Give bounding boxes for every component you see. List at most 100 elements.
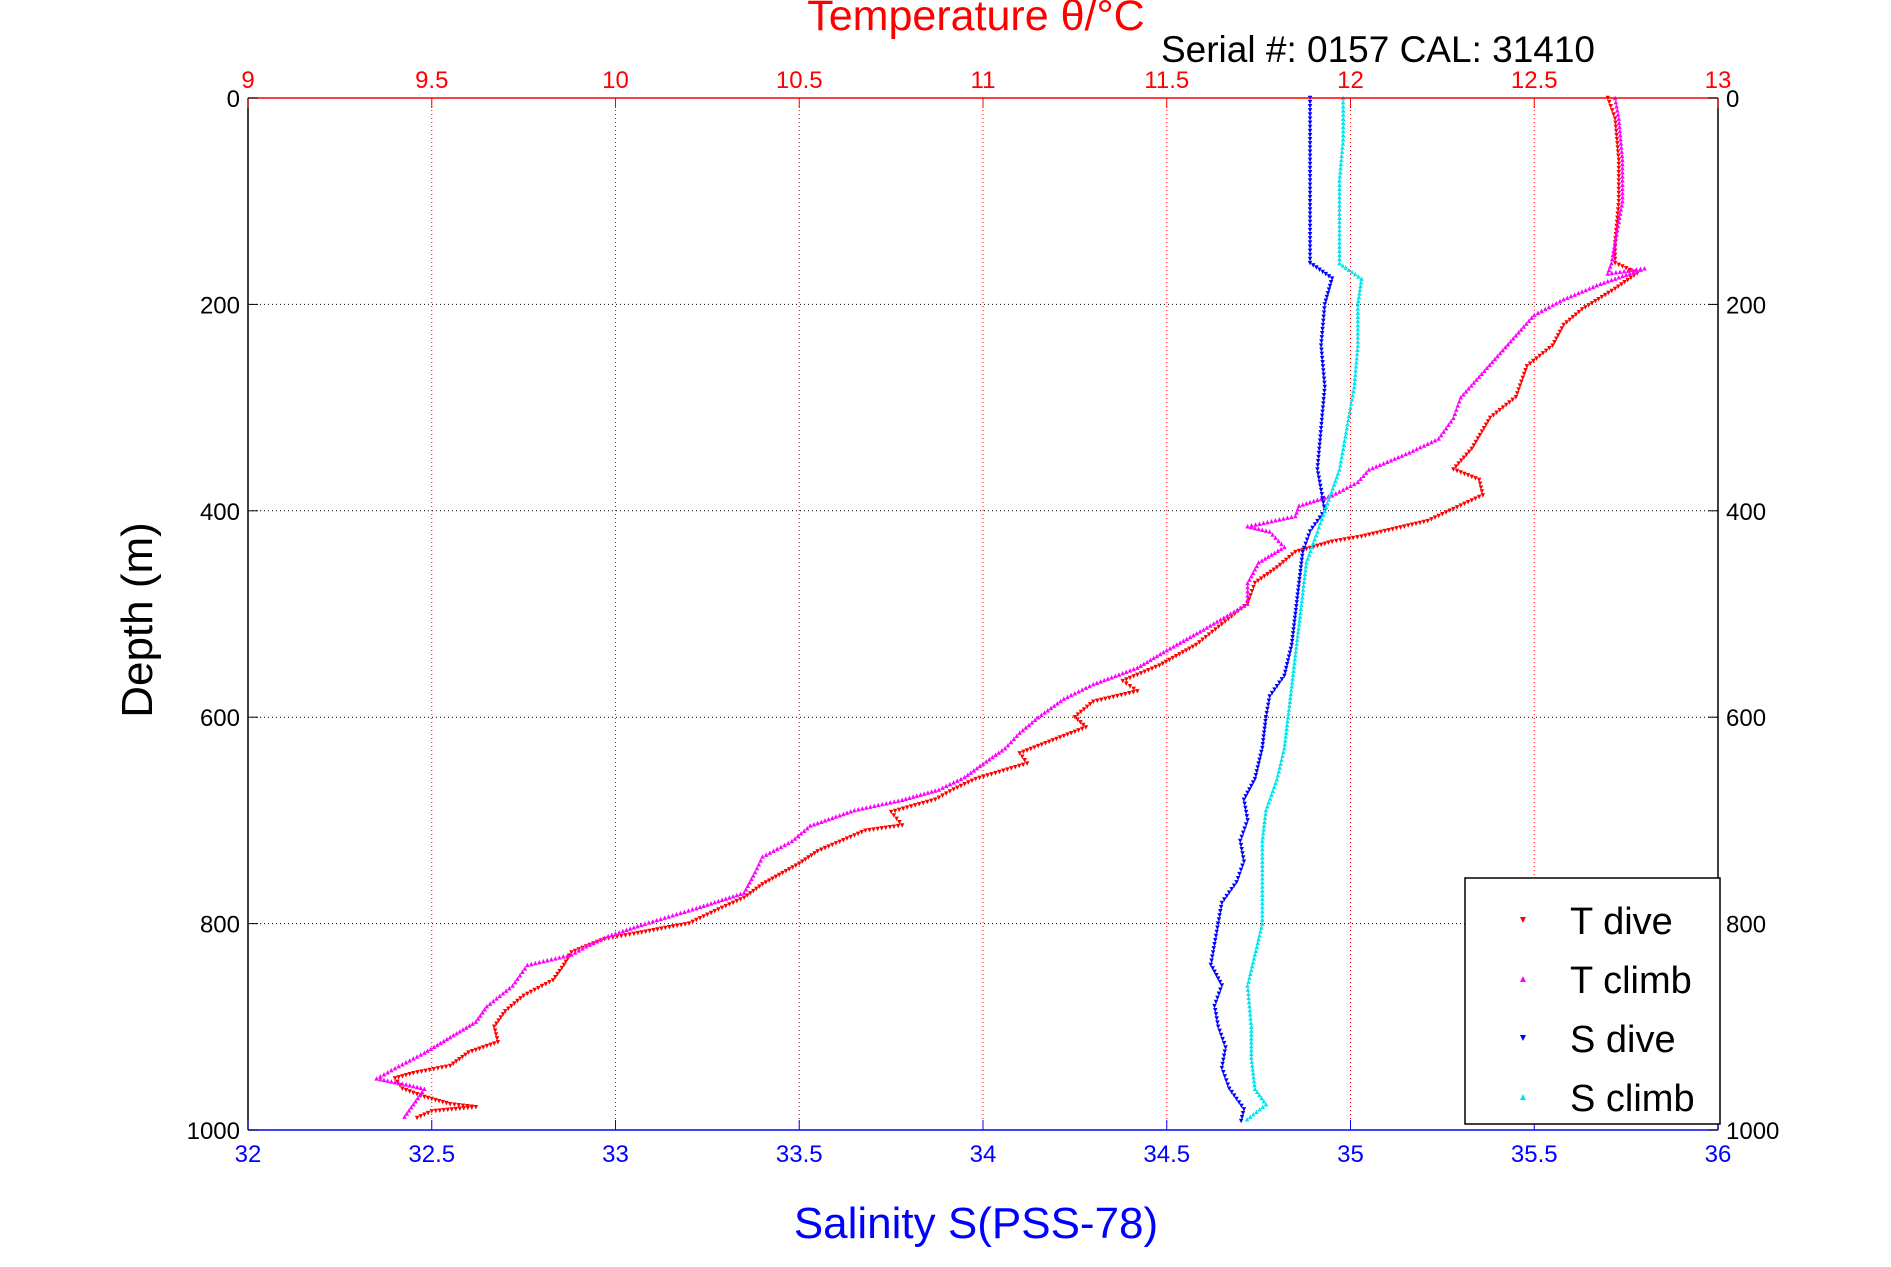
data-point xyxy=(1174,642,1180,647)
data-point xyxy=(1276,538,1281,543)
data-point xyxy=(1495,353,1500,359)
data-point xyxy=(1320,359,1325,365)
data-point xyxy=(1194,630,1200,636)
data-point xyxy=(951,780,956,785)
data-point xyxy=(780,870,785,876)
data-point xyxy=(1612,252,1618,258)
data-point xyxy=(1277,562,1283,568)
data-point xyxy=(1483,422,1489,428)
data-point xyxy=(1616,182,1622,187)
x-axis-label-salinity: Salinity S(PSS-78) xyxy=(794,1199,1158,1248)
data-point xyxy=(1251,1111,1256,1117)
data-point xyxy=(1068,692,1074,698)
data-point xyxy=(1260,917,1265,922)
data-point xyxy=(1613,236,1619,241)
data-point xyxy=(635,930,641,936)
data-point xyxy=(1254,944,1260,950)
data-point xyxy=(812,851,817,856)
data-point xyxy=(1245,983,1250,988)
data-point xyxy=(1436,513,1441,519)
top-tick-label: 9.5 xyxy=(415,67,448,94)
data-point xyxy=(1576,290,1581,296)
data-point xyxy=(1627,271,1633,276)
data-point xyxy=(666,914,671,919)
data-point xyxy=(1266,554,1271,559)
data-point xyxy=(1035,743,1041,749)
data-point xyxy=(1008,739,1014,745)
data-point xyxy=(977,763,983,769)
data-point xyxy=(859,830,864,835)
data-point xyxy=(914,793,920,798)
data-point xyxy=(1620,186,1625,192)
data-point xyxy=(1240,855,1246,860)
data-point xyxy=(1355,322,1361,328)
data-point xyxy=(1458,470,1463,475)
data-point xyxy=(1246,991,1251,997)
chart-subtitle: Serial #: 0157 CAL: 31410 xyxy=(1161,29,1595,70)
right-tick-label: 200 xyxy=(1726,292,1766,319)
data-point xyxy=(1316,525,1322,530)
data-point xyxy=(1260,851,1265,856)
data-point xyxy=(559,965,565,971)
data-point xyxy=(1307,124,1313,130)
data-point xyxy=(1290,634,1295,640)
data-point xyxy=(1321,318,1326,324)
data-point xyxy=(748,891,753,896)
data-point xyxy=(1446,422,1451,428)
data-point xyxy=(1161,649,1166,655)
data-point xyxy=(1497,350,1503,356)
data-point xyxy=(879,801,885,807)
data-point xyxy=(425,1048,430,1053)
data-point xyxy=(1337,240,1342,245)
data-point xyxy=(1503,344,1508,350)
data-point xyxy=(1294,510,1299,515)
data-point xyxy=(1337,467,1342,472)
data-point xyxy=(1340,104,1346,109)
data-point xyxy=(441,1038,446,1044)
data-point xyxy=(1304,537,1310,542)
data-point xyxy=(1321,368,1326,373)
data-point xyxy=(1337,236,1342,241)
data-point xyxy=(1249,1063,1255,1068)
data-point xyxy=(1448,419,1454,424)
data-point xyxy=(1599,294,1605,300)
data-point xyxy=(1153,664,1158,670)
data-point xyxy=(403,1073,409,1078)
data-point xyxy=(1294,641,1300,646)
data-point xyxy=(1259,558,1265,563)
data-point xyxy=(1288,695,1293,701)
data-point xyxy=(1337,463,1343,468)
data-point xyxy=(1436,436,1441,441)
data-point xyxy=(1330,486,1336,491)
data-point xyxy=(1524,321,1529,326)
data-point xyxy=(1190,644,1196,650)
data-point xyxy=(1598,281,1603,287)
data-point xyxy=(962,774,967,780)
data-point xyxy=(723,903,728,909)
data-point xyxy=(1245,580,1250,586)
data-point xyxy=(1296,625,1301,631)
data-point xyxy=(415,1070,420,1075)
data-point xyxy=(883,800,889,806)
data-point xyxy=(1284,726,1289,732)
data-point xyxy=(1260,875,1265,881)
data-point xyxy=(1246,999,1252,1005)
bottom-tick-label: 33 xyxy=(602,1141,629,1168)
data-point xyxy=(1269,552,1274,557)
data-point xyxy=(491,1024,497,1030)
data-point xyxy=(809,853,814,858)
data-point xyxy=(1377,462,1383,468)
data-point xyxy=(1061,696,1067,701)
data-point xyxy=(1214,1016,1219,1021)
data-point xyxy=(1616,262,1622,268)
data-point xyxy=(1226,890,1232,895)
data-point xyxy=(440,1099,446,1105)
data-point xyxy=(1266,698,1272,703)
data-point xyxy=(1252,1082,1257,1088)
data-point xyxy=(1462,501,1467,507)
data-point xyxy=(1068,731,1074,736)
data-point xyxy=(1596,296,1601,302)
data-point xyxy=(1241,603,1247,608)
data-point xyxy=(1076,689,1081,694)
data-point xyxy=(1252,1086,1258,1091)
